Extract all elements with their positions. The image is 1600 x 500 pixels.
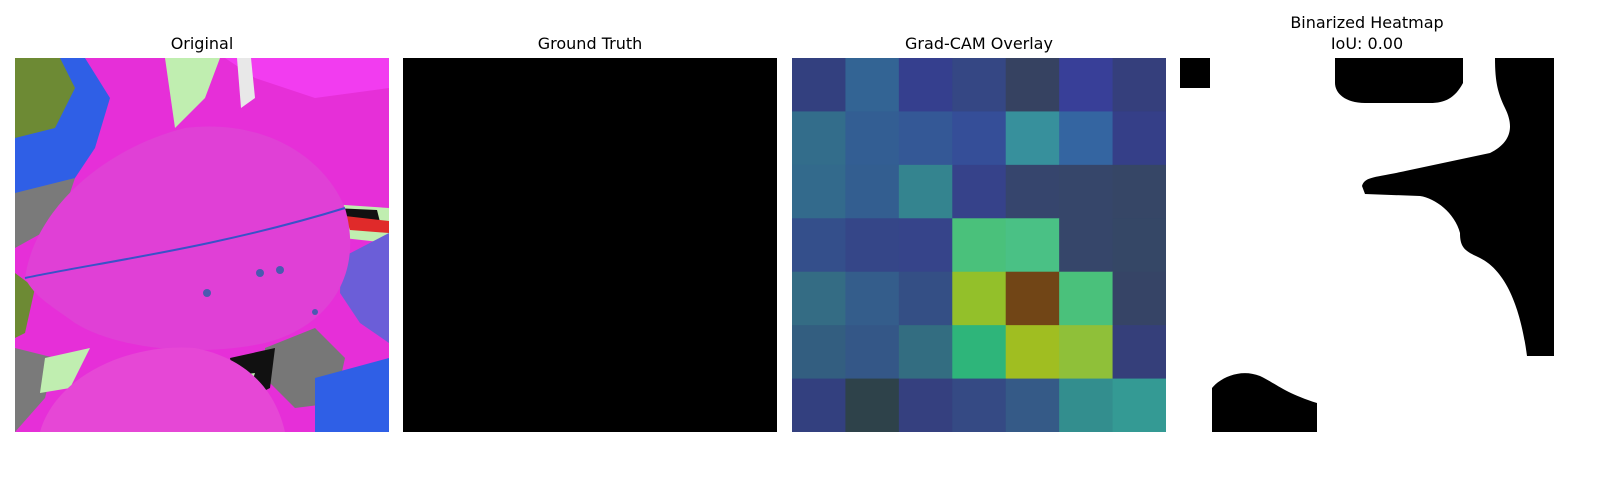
gradcam-cell [1112,164,1166,219]
gradcam-cell [952,58,1007,112]
gradcam-cell [1059,325,1114,380]
gradcam-cell [898,378,953,432]
binarized-title: Binarized Heatmap [1290,13,1444,32]
gradcam-cell [1005,325,1060,380]
gradcam-cell [898,111,953,166]
binarized-heatmap [1180,58,1554,432]
gradcam-cell [952,218,1007,273]
ground-truth-title: Ground Truth [537,34,643,53]
gradcam-cell [1005,111,1060,166]
original-title: Original [170,34,234,53]
gradcam-cell [1112,58,1166,112]
gradcam-title: Grad-CAM Overlay [905,34,1053,53]
gradcam-cell [1005,58,1060,112]
gradcam-cell [952,111,1007,166]
gradcam-cell [845,58,900,112]
gradcam-cell [845,111,900,166]
gradcam-cell [952,271,1007,326]
gradcam-cell [1059,164,1114,219]
gradcam-cell [1059,218,1114,273]
gradcam-cell [898,325,953,380]
iou-label: IoU: 0.00 [1330,34,1404,53]
gradcam-cell [792,111,846,166]
gradcam-cell [952,325,1007,380]
gradcam-cell [792,164,846,219]
gradcam-cell [1112,378,1166,432]
gradcam-cell [792,218,846,273]
gradcam-cell [792,58,846,112]
gradcam-cell [1112,111,1166,166]
gradcam-cell [952,164,1007,219]
gradcam-cell [845,378,900,432]
gradcam-cell [1005,164,1060,219]
gradcam-cell [952,378,1007,432]
gradcam-cell [898,218,953,273]
gradcam-cell [898,271,953,326]
gradcam-cell [1059,111,1114,166]
gradcam-cell [1112,218,1166,273]
gradcam-cell [845,164,900,219]
gradcam-cell [845,271,900,326]
gradcam-cell [1112,271,1166,326]
gradcam-cell [1005,271,1060,326]
gradcam-overlay [792,58,1166,432]
gradcam-cell [1112,325,1166,380]
gradcam-cell [1059,271,1114,326]
gradcam-cell [898,164,953,219]
gradcam-cell [1005,378,1060,432]
original-image [15,58,389,432]
gradcam-cell [845,218,900,273]
gradcam-cell [792,325,846,380]
gradcam-cell [1005,218,1060,273]
gradcam-cell [1059,58,1114,112]
gradcam-cell [898,58,953,112]
gradcam-cell [845,325,900,380]
gradcam-cell [792,271,846,326]
ground-truth-mask [403,58,777,432]
gradcam-cell [792,378,846,432]
gradcam-cell [1059,378,1114,432]
